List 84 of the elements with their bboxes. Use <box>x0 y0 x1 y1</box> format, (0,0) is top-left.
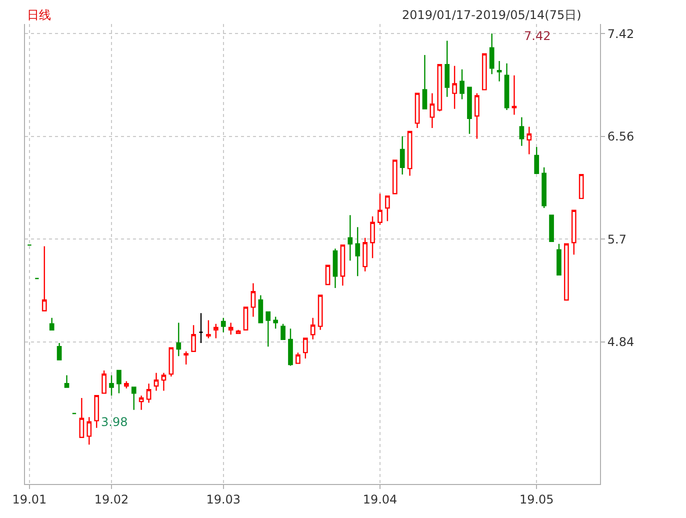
candlestick <box>102 370 106 394</box>
x-tick-label: 19.01 <box>12 492 47 506</box>
candlestick <box>49 317 54 330</box>
candlestick <box>86 416 92 446</box>
candlestick <box>542 166 546 209</box>
candlestick <box>198 312 204 344</box>
candlestick <box>176 322 182 357</box>
candlestick <box>250 282 256 318</box>
candlestick <box>154 372 159 392</box>
candlestick <box>534 146 540 174</box>
x-tick-label: 19.05 <box>519 492 554 506</box>
candlestick <box>288 328 293 366</box>
candlestick <box>422 54 428 110</box>
x-tick-label: 19.03 <box>206 492 241 506</box>
candlestick <box>549 214 554 242</box>
candlestick <box>474 92 480 140</box>
candlestick <box>116 370 122 394</box>
y-tick-label: 4.84 <box>607 335 634 350</box>
candlestick <box>571 210 576 256</box>
y-tick-label: 5.7 <box>607 232 626 246</box>
candlestick <box>296 352 300 364</box>
candlestick <box>206 320 211 339</box>
candlestick <box>504 62 510 111</box>
candlestick <box>273 316 278 330</box>
candlestick <box>138 394 144 411</box>
candlestick <box>512 74 517 116</box>
candlestick <box>64 374 70 388</box>
candlestick <box>310 317 316 340</box>
candlestick <box>124 380 129 390</box>
x-tick-label: 19.04 <box>362 492 398 506</box>
candlestick <box>467 86 472 135</box>
candlestick <box>489 32 494 75</box>
candlestick <box>496 60 502 82</box>
candlestick <box>213 323 218 339</box>
chart-title: 日线 <box>27 8 51 22</box>
candlestick <box>400 136 405 176</box>
candlestick <box>302 338 308 360</box>
candlestick <box>131 386 136 411</box>
candlestick <box>79 397 84 438</box>
candlestick <box>94 394 100 428</box>
candlestick <box>437 64 442 112</box>
candlestick <box>325 264 330 286</box>
candlestick <box>578 174 584 200</box>
candlestick <box>161 372 166 392</box>
candlestick <box>258 294 264 324</box>
candlestick <box>385 195 390 222</box>
candlestick <box>266 311 271 348</box>
candlestick <box>392 160 398 194</box>
candlestick <box>362 237 368 272</box>
candlestick <box>280 323 286 340</box>
candlestick <box>564 243 569 301</box>
candlestick <box>109 374 114 396</box>
annotation: 3.98 <box>101 415 128 429</box>
candlestick <box>243 306 248 330</box>
candlestick <box>42 246 47 312</box>
candlestick <box>318 294 323 330</box>
annotation: 7.42 <box>524 29 551 43</box>
candlestick <box>56 342 62 360</box>
candlestick <box>370 216 375 259</box>
candlestick <box>146 383 152 404</box>
candlestick <box>460 68 464 100</box>
x-tick-label: 19.02 <box>94 492 129 506</box>
candlestick <box>407 130 412 176</box>
candlestick <box>184 350 189 366</box>
candlestick <box>526 126 532 155</box>
candlestick <box>556 243 562 276</box>
candlestick <box>168 347 174 378</box>
candlestick <box>378 193 382 226</box>
candlestick <box>340 244 346 286</box>
chart-subtitle: 2019/01/17-2019/05/14(75日) <box>402 8 582 22</box>
y-tick-label: 6.56 <box>607 130 634 144</box>
candlestick <box>228 322 234 336</box>
candlestick <box>452 65 457 110</box>
candlestick <box>355 226 360 277</box>
candlestick <box>348 214 353 262</box>
candlestick <box>332 248 338 289</box>
y-tick-label: 7.42 <box>607 26 634 41</box>
candlestick <box>414 92 420 129</box>
candlestick <box>220 317 226 333</box>
candlestick <box>430 92 435 129</box>
candlestick <box>519 116 524 146</box>
candlestick <box>482 53 487 90</box>
candlestick <box>444 40 450 98</box>
candlestick <box>191 324 196 352</box>
